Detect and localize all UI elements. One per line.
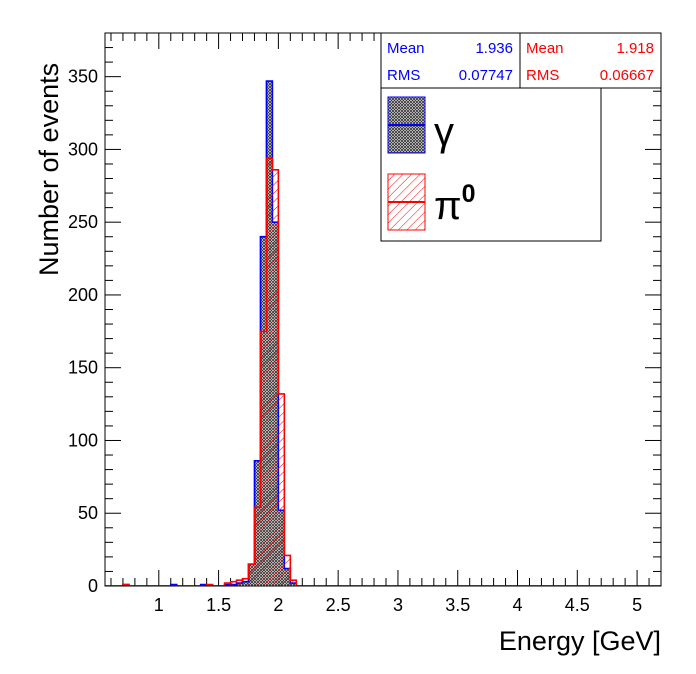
histogram-bin-bar — [278, 393, 285, 586]
stats-gamma-rms-value: 0.07747 — [459, 67, 513, 84]
histogram-bin-bar — [284, 555, 291, 586]
y-tick-label: 200 — [68, 285, 98, 305]
y-tick-label: 250 — [68, 212, 98, 232]
histogram-bin-bar — [266, 158, 273, 586]
stats-box: Mean 1.936 RMS 0.07747 Mean 1.918 RMS 0.… — [380, 32, 662, 89]
stats-pi0-mean-value: 1.918 — [616, 40, 654, 57]
y-tick-label: 100 — [68, 430, 98, 450]
stats-gamma-rms-label: RMS — [387, 67, 420, 84]
x-tick-label: 3 — [393, 595, 403, 615]
histogram-bin-bar — [260, 331, 267, 586]
x-axis-title: Energy [GeV] — [499, 626, 661, 656]
histogram-bin-bar — [236, 580, 243, 586]
histogram-bin-bar — [230, 581, 237, 586]
stats-pi0-rms-label: RMS — [526, 67, 559, 84]
x-tick-label: 4 — [513, 595, 523, 615]
y-tick-label: 50 — [78, 503, 98, 523]
stats-gamma-mean-value: 1.936 — [475, 40, 513, 57]
y-tick-label: 350 — [68, 67, 98, 87]
x-tick-label: 2.5 — [326, 595, 351, 615]
x-tick-label: 5 — [632, 595, 642, 615]
x-tick-label: 2 — [273, 595, 283, 615]
histogram-series — [105, 80, 661, 586]
series-1 — [105, 157, 661, 586]
histogram-bin-bar — [290, 580, 297, 586]
y-tick-label: 0 — [88, 576, 98, 596]
legend-pi0-label: π0 — [434, 180, 476, 228]
legend-gamma-label: γ — [434, 110, 454, 154]
histogram-bin-bar — [248, 564, 255, 586]
stats-gamma-mean-label: Mean — [387, 40, 425, 57]
y-tick-labels: 0 50 100 150 200 250 300 350 — [68, 67, 98, 596]
x-tick-label: 1.5 — [206, 595, 231, 615]
x-tick-label: 1 — [154, 595, 164, 615]
legend-pi0-superscript: 0 — [462, 180, 476, 208]
stats-pi0-rms-value: 0.06667 — [600, 67, 654, 84]
y-tick-label: 150 — [68, 358, 98, 378]
x-tick-label: 4.5 — [565, 595, 590, 615]
y-tick-label: 300 — [68, 139, 98, 159]
stats-pi0-mean-label: Mean — [526, 40, 564, 57]
x-tick-label: 3.5 — [445, 595, 470, 615]
legend: γ π0 — [380, 87, 602, 242]
x-tick-labels: 1 1.5 2 2.5 3 3.5 4 4.5 5 — [154, 595, 642, 615]
histogram-bin-bar — [242, 578, 249, 586]
histogram-bin-bar — [272, 169, 279, 586]
legend-pi0-symbol: π — [434, 184, 462, 228]
histogram-bin-bar — [254, 507, 261, 586]
y-axis-title: Number of events — [34, 63, 64, 276]
stats-box-frame — [380, 32, 662, 89]
histogram-bin-bar — [224, 583, 231, 586]
